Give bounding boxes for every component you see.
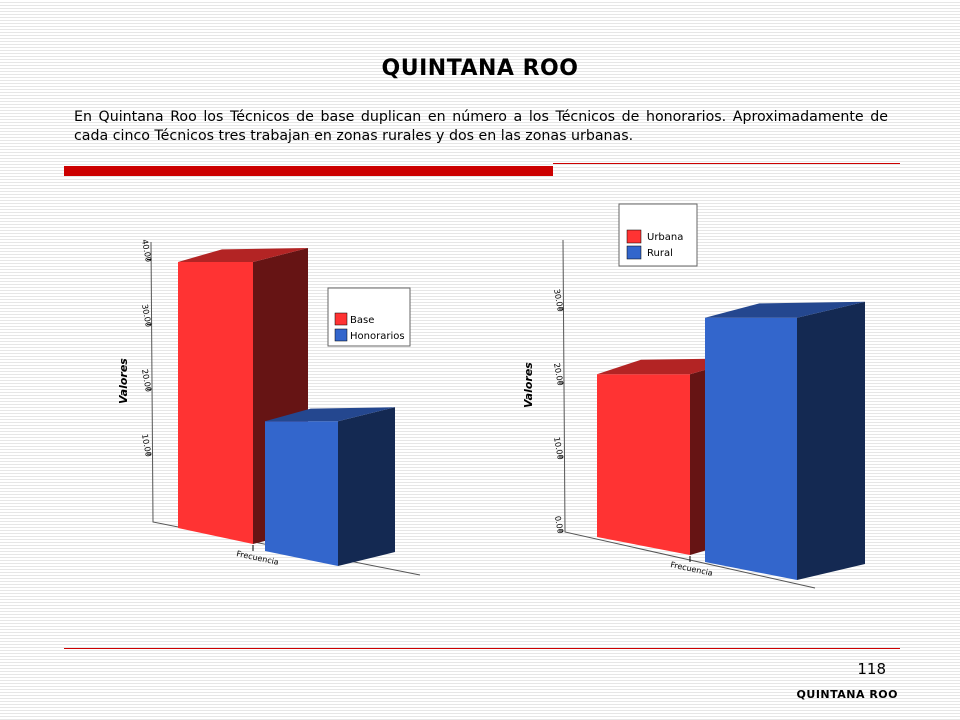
bar-rural <box>705 317 797 580</box>
legend-label-rural: Rural <box>647 248 673 259</box>
y-tick-label: 10.00 <box>552 436 565 460</box>
bottom-divider <box>64 648 900 649</box>
bar-top-rural <box>705 301 865 318</box>
legend: Base Honorarios <box>327 287 411 347</box>
top-divider <box>553 163 900 164</box>
bar-side-rural <box>797 301 865 580</box>
x-category-label: Frecuencia <box>670 560 714 578</box>
page-title: QUINTANA ROO <box>381 56 579 81</box>
bar-side-honorarios <box>338 407 395 566</box>
bar-top-honorarios <box>265 407 395 422</box>
y-tick-label: 30.00 <box>140 304 153 328</box>
y-tick-label: 40.00 <box>140 239 153 263</box>
legend-swatch-honorarios <box>334 328 348 342</box>
legend-label-urbana: Urbana <box>647 232 683 243</box>
y-tick-label: 10.00 <box>140 433 153 457</box>
bar-base <box>178 261 253 544</box>
legend-label-honorarios: Honorarios <box>350 331 405 342</box>
legend-swatch-rural <box>626 245 642 260</box>
legend-swatch-urbana <box>626 229 642 244</box>
y-axis-line <box>562 239 816 589</box>
intro-paragraph: En Quintana Roo los Técnicos de base dup… <box>74 109 888 144</box>
chart-urbana-rural: Valores 0.00 10.00 20.00 30.00 Frecuencia U… <box>522 203 865 589</box>
red-accent-bar <box>64 166 553 176</box>
legend-label-base: Base <box>350 315 374 326</box>
legend-swatch-base <box>334 312 348 326</box>
y-tick-label: 20.00 <box>552 362 565 386</box>
page-number: 118 <box>857 660 886 678</box>
y-tick-label: 20.00 <box>140 368 153 392</box>
y-axis-title: Valores <box>522 362 535 408</box>
y-tick-label: 0.00 <box>553 515 565 534</box>
legend: Urbana Rural <box>618 203 698 267</box>
bar-top-base <box>178 247 308 262</box>
footer-label: QUINTANA ROO <box>796 688 898 701</box>
bar-honorarios <box>265 421 338 566</box>
y-tick-label: 30.00 <box>552 288 565 312</box>
y-axis-title: Valores <box>117 358 130 404</box>
bar-urbana <box>597 374 690 555</box>
